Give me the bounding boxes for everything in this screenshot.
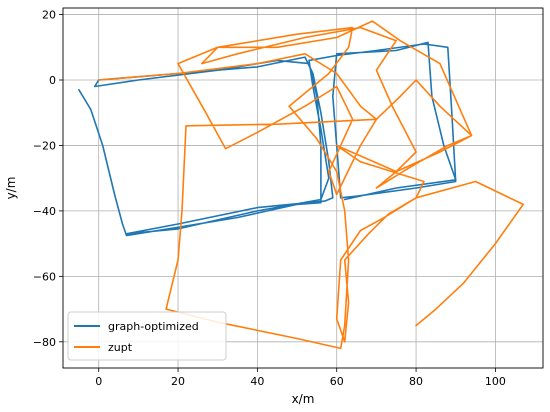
x-axis-label: x/m xyxy=(292,392,315,406)
x-axis-ticks: 0 20 40 60 80 100 xyxy=(95,368,506,388)
legend-label-zupt: zupt xyxy=(108,341,133,354)
y-tick-label: −40 xyxy=(33,205,56,218)
x-tick-label: 60 xyxy=(330,375,344,388)
y-tick-label: −80 xyxy=(33,336,56,349)
series-line-zupt xyxy=(97,20,524,350)
x-tick-label: 20 xyxy=(171,375,185,388)
x-tick-label: 0 xyxy=(95,375,102,388)
y-axis-ticks: −80 −60 −40 −20 0 20 xyxy=(33,9,63,349)
legend: graph-optimized zupt xyxy=(67,311,227,361)
y-tick-label: 20 xyxy=(42,9,56,22)
y-axis-label: y/m xyxy=(4,177,18,200)
series-layer xyxy=(78,20,524,350)
x-tick-label: 80 xyxy=(409,375,423,388)
x-tick-label: 40 xyxy=(250,375,264,388)
y-tick-label: −60 xyxy=(33,270,56,283)
grid xyxy=(63,8,543,368)
x-tick-label: 100 xyxy=(485,375,506,388)
legend-box xyxy=(67,311,227,361)
y-tick-label: −20 xyxy=(33,139,56,152)
plot-frame xyxy=(62,7,544,369)
legend-label-graph-optimized: graph-optimized xyxy=(108,320,199,333)
y-tick-label: 0 xyxy=(49,74,56,87)
